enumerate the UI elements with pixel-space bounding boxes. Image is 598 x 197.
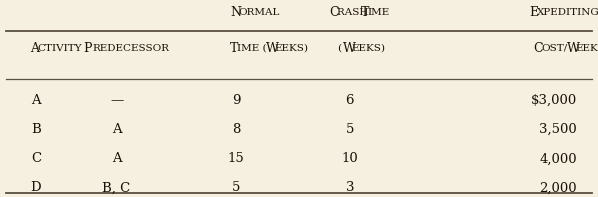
Text: EEKS): EEKS) [351,44,385,53]
Text: 10: 10 [341,152,358,165]
Text: 5: 5 [346,123,354,136]
Text: (: ( [337,44,341,53]
Text: W: W [343,42,356,55]
Text: T: T [230,42,239,55]
Text: 8: 8 [232,123,240,136]
Text: —: — [110,94,123,107]
Text: OST/: OST/ [541,44,568,53]
Text: C: C [329,6,338,19]
Text: A: A [31,94,41,107]
Text: IME (: IME ( [237,44,267,53]
Text: ORMAL: ORMAL [238,8,279,17]
Text: E: E [529,6,538,19]
Text: P: P [84,42,92,55]
Text: REDECESSOR: REDECESSOR [92,44,169,53]
Text: EEK: EEK [575,44,598,53]
Text: 4,000: 4,000 [539,152,577,165]
Text: 2,000: 2,000 [539,181,577,194]
Text: C: C [31,152,41,165]
Text: W: W [266,42,279,55]
Text: N: N [230,6,241,19]
Text: A: A [30,42,39,55]
Text: 3,500: 3,500 [539,123,577,136]
Text: A: A [112,152,121,165]
Text: A: A [112,123,121,136]
Text: 15: 15 [228,152,245,165]
Text: 6: 6 [346,94,354,107]
Text: 3: 3 [346,181,354,194]
Text: EEKS): EEKS) [274,44,309,53]
Text: $3,000: $3,000 [531,94,577,107]
Text: T: T [361,6,369,19]
Text: XPEDITING: XPEDITING [537,8,598,17]
Text: RASH: RASH [337,8,371,17]
Text: B: B [31,123,41,136]
Text: C: C [533,42,543,55]
Text: 5: 5 [232,181,240,194]
Text: D: D [30,181,41,194]
Text: B, C: B, C [102,181,131,194]
Text: 9: 9 [232,94,240,107]
Text: IME: IME [368,8,390,17]
Text: W: W [567,42,580,55]
Text: CTIVITY: CTIVITY [38,44,83,53]
